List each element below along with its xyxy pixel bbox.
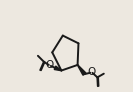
Text: O: O (46, 60, 54, 70)
Polygon shape (77, 65, 86, 75)
Polygon shape (54, 66, 61, 71)
Text: O: O (87, 67, 95, 77)
